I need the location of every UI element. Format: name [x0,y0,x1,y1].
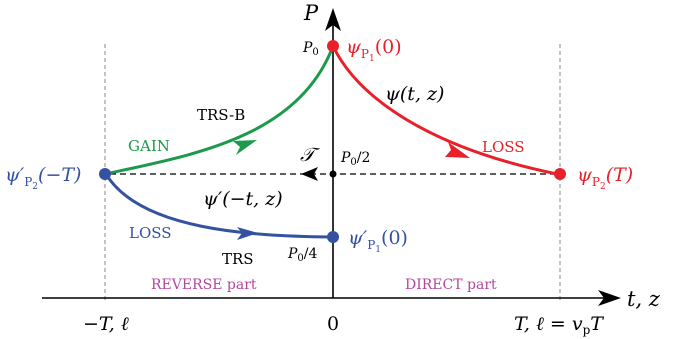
label-script-T: 𝒯 [300,144,320,166]
level-p0-half: P0/2 [340,150,370,168]
point-psi-p1-0 [327,40,339,52]
point-psi-p2-T [554,168,566,180]
label-psi-p2-T: ψP2(T) [577,164,633,192]
label-psi-prime-p2-minusT: ψ′P2(−T) [5,164,81,192]
level-p0-quarter: P0/4 [287,246,318,264]
tick-right-label: T, ℓ = vpT [514,313,604,337]
point-psi-prime-p2-minusT [99,168,111,180]
label-gain: GAIN [128,137,170,155]
label-loss-left: LOSS [129,224,172,242]
tick-left-label: −T, ℓ [83,313,129,335]
label-loss-right: LOSS [482,138,525,156]
point-half-power [330,171,337,178]
point-psi-prime-p1-0 [327,231,339,243]
label-psi-tz: ψ(t, z) [385,83,444,105]
x-axis-label: t, z [627,287,661,311]
level-p0: P0 [302,40,319,58]
arrowhead-icon [233,140,257,155]
label-psi-prime-minus-t-z: ψ′(−t, z) [203,188,283,210]
label-psi-p1-0: ψP1(0) [346,36,402,64]
label-direct-part: DIRECT part [405,277,497,293]
label-trs: TRS [222,250,254,268]
label-reverse-part: REVERSE part [151,277,257,293]
tick-origin-label: 0 [327,313,339,335]
label-psi-prime-p1-0: ψ′P1(0) [348,227,408,255]
label-trs-b: TRS-B [197,106,245,124]
y-axis-label: P [303,1,319,25]
